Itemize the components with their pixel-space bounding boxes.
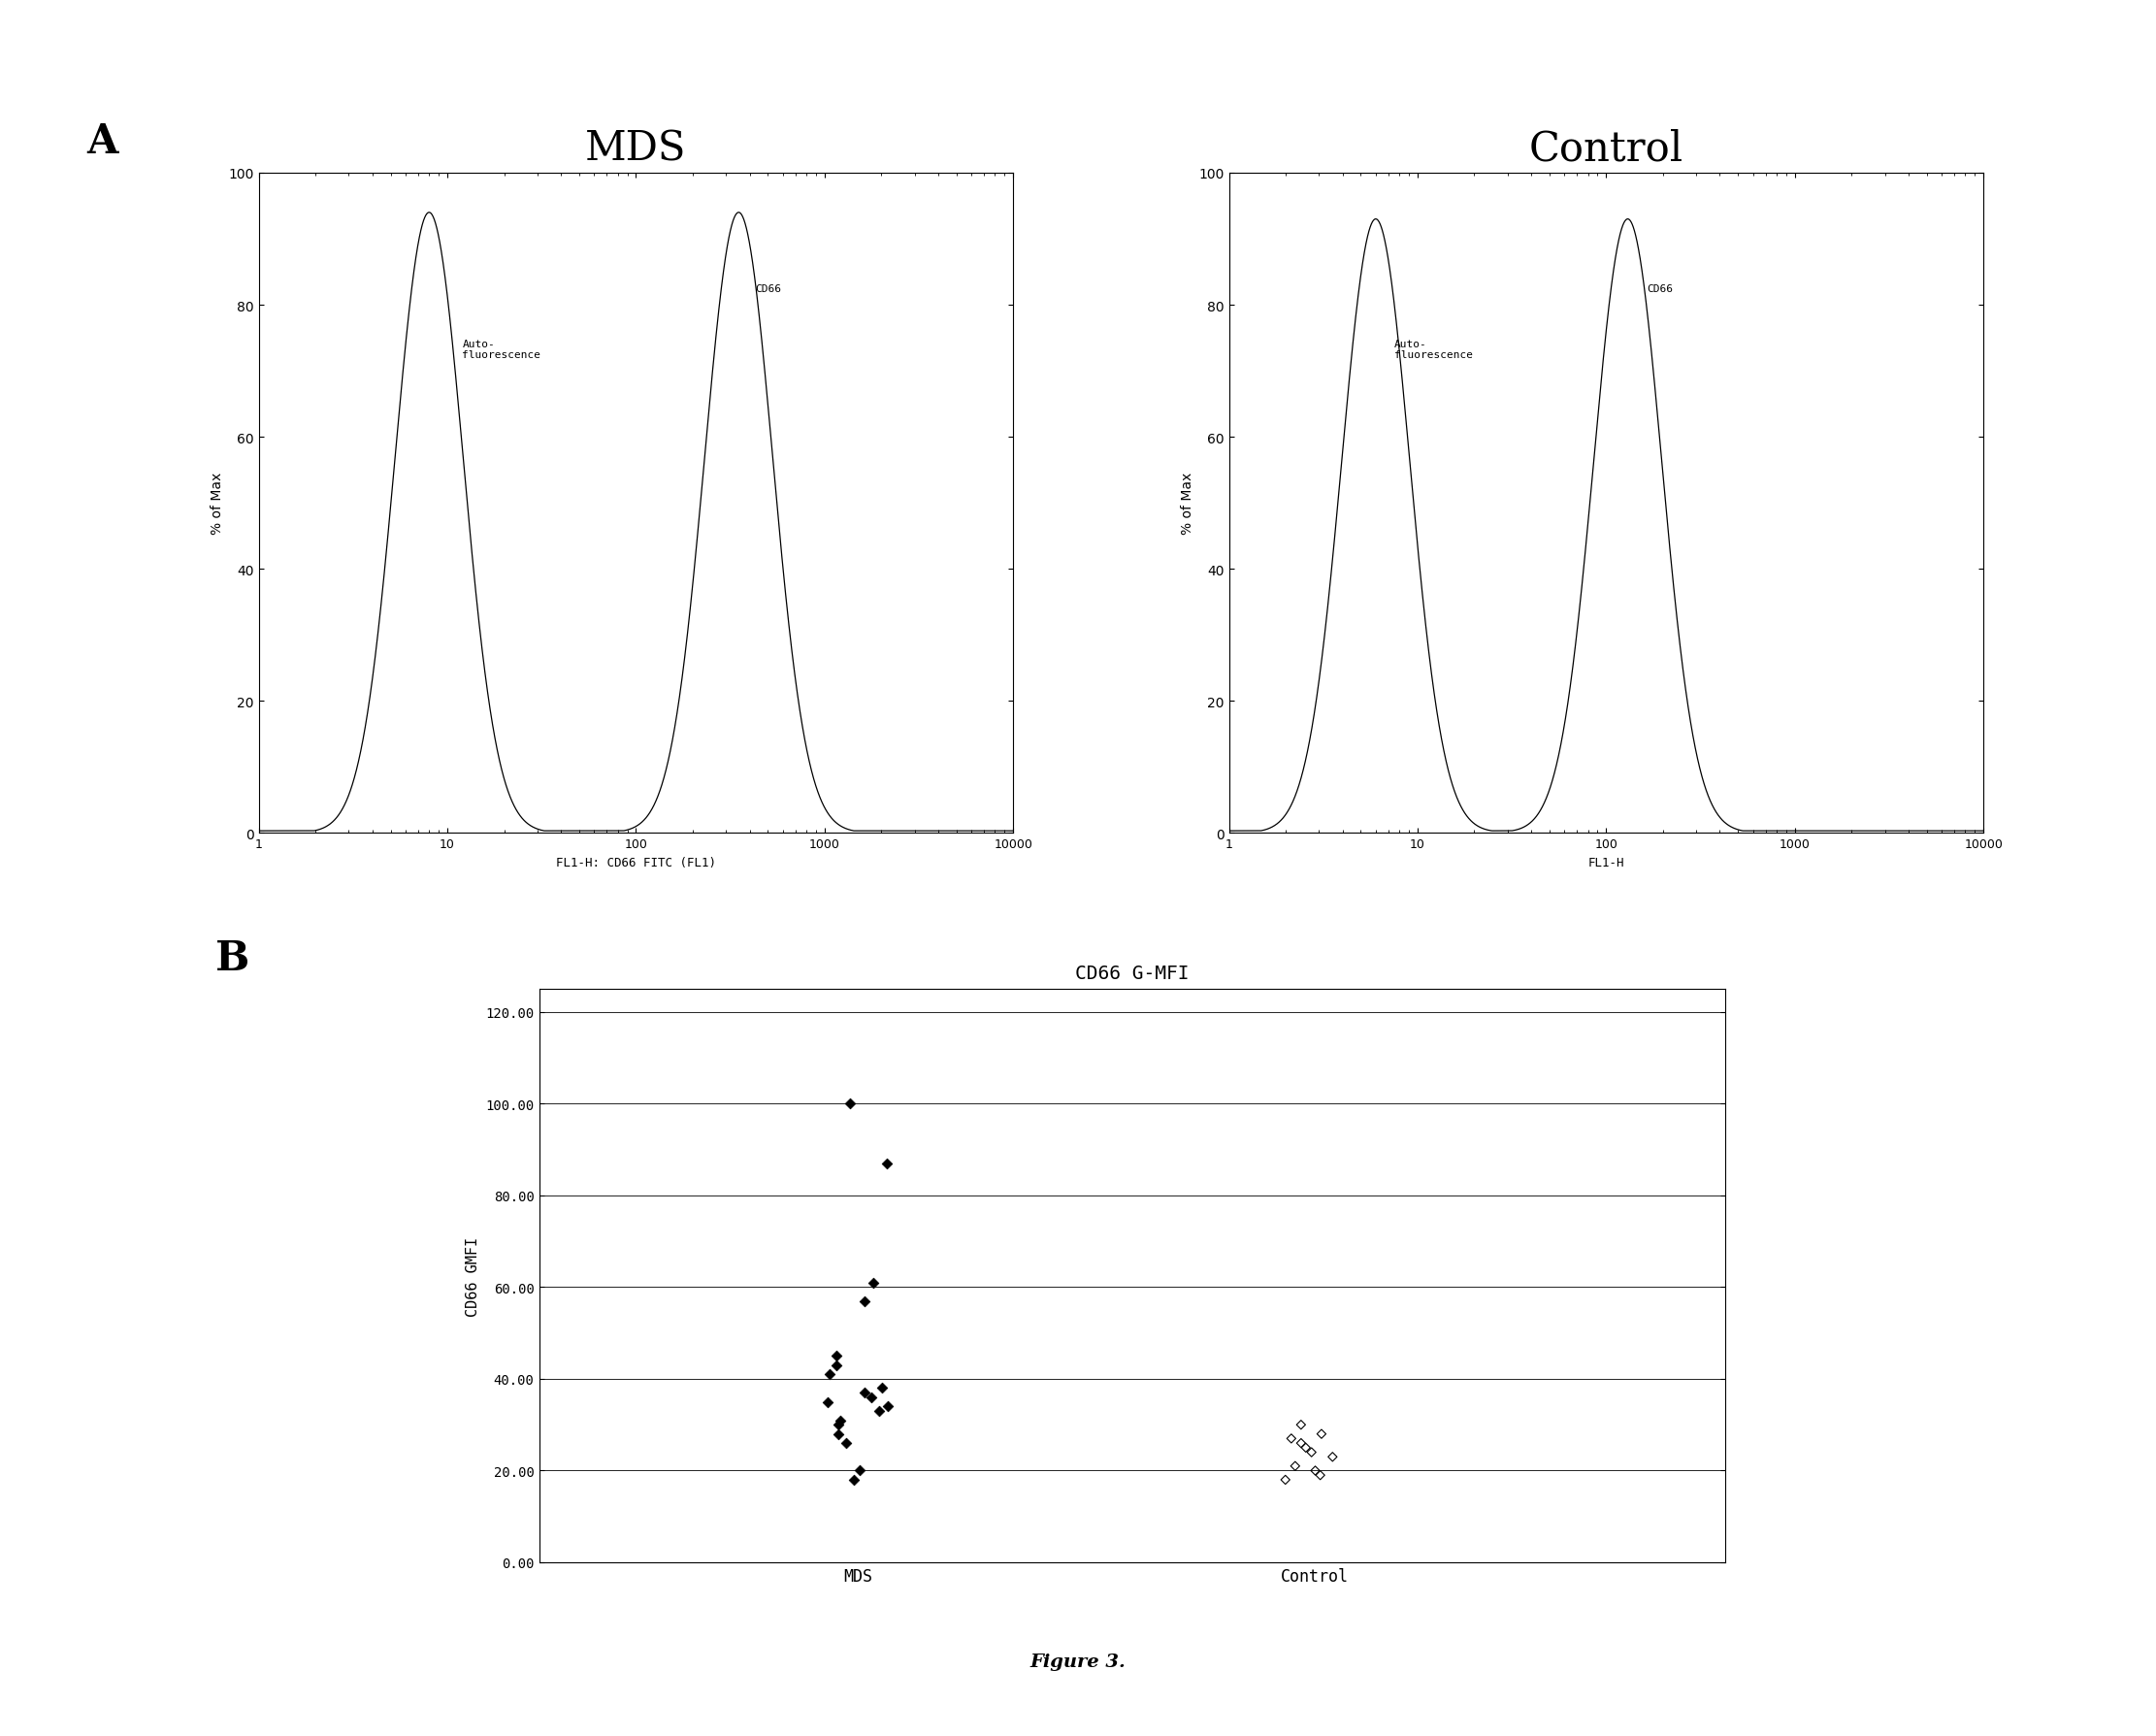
Point	[865, 1375, 899, 1403]
Point	[837, 1465, 871, 1493]
Point	[819, 1342, 854, 1370]
Point	[1315, 1443, 1350, 1470]
Point	[813, 1361, 847, 1389]
Point	[1298, 1457, 1332, 1484]
Text: CD66: CD66	[755, 285, 783, 295]
Text: Auto-
fluorescence: Auto- fluorescence	[1395, 339, 1473, 361]
Point	[828, 1429, 862, 1457]
Point	[854, 1384, 888, 1411]
Point	[1283, 1429, 1317, 1457]
Point	[1279, 1453, 1313, 1481]
Point	[1304, 1420, 1339, 1448]
Point	[824, 1406, 858, 1434]
Point	[847, 1288, 882, 1316]
Point	[1283, 1411, 1317, 1439]
Y-axis label: CD66 GMFI: CD66 GMFI	[466, 1236, 481, 1316]
Point	[856, 1269, 890, 1297]
Point	[1274, 1425, 1309, 1453]
Point	[843, 1457, 877, 1484]
Text: Auto-
fluorescence: Auto- fluorescence	[461, 339, 541, 361]
Text: CD66: CD66	[1647, 285, 1673, 295]
Title: MDS: MDS	[586, 128, 686, 168]
Text: Figure 3.: Figure 3.	[1031, 1653, 1125, 1670]
Point	[847, 1378, 882, 1406]
Point	[1294, 1439, 1328, 1467]
Point	[869, 1149, 903, 1177]
Point	[832, 1090, 867, 1118]
Title: Control: Control	[1529, 128, 1684, 168]
Point	[821, 1420, 856, 1448]
Y-axis label: % of Max: % of Max	[1181, 472, 1194, 535]
X-axis label: FL1-H: CD66 FITC (FL1): FL1-H: CD66 FITC (FL1)	[556, 856, 716, 868]
Point	[871, 1392, 906, 1420]
X-axis label: FL1-H: FL1-H	[1589, 856, 1623, 868]
Text: B: B	[216, 937, 250, 977]
Point	[1289, 1434, 1324, 1462]
Title: CD66 G-MFI: CD66 G-MFI	[1076, 963, 1188, 983]
Y-axis label: % of Max: % of Max	[211, 472, 224, 535]
Point	[821, 1411, 856, 1439]
Point	[1268, 1465, 1302, 1493]
Point	[1302, 1462, 1337, 1489]
Text: A: A	[86, 122, 119, 161]
Point	[811, 1389, 845, 1417]
Point	[862, 1397, 897, 1425]
Point	[819, 1351, 854, 1378]
